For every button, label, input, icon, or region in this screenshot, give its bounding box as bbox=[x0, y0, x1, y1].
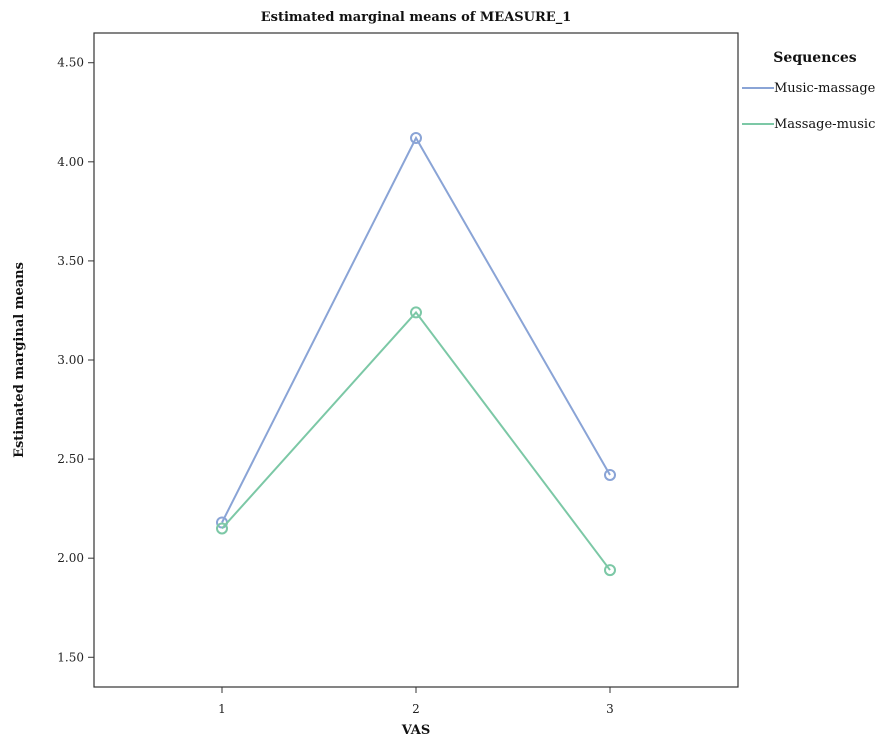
x-axis-label: VAS bbox=[401, 723, 431, 738]
y-tick-label: 4.00 bbox=[57, 155, 84, 169]
data-point bbox=[604, 468, 616, 481]
y-tick-label: 2.00 bbox=[57, 551, 84, 565]
legend: Music-massage Massage-music bbox=[742, 81, 876, 132]
legend-entry: Massage-music bbox=[774, 117, 875, 132]
chart-title: Estimated marginal means of MEASURE_1 bbox=[261, 10, 572, 25]
y-tick-label: 2.50 bbox=[57, 452, 84, 466]
y-tick-label: 3.00 bbox=[57, 353, 84, 367]
y-tick-label: 4.50 bbox=[57, 56, 84, 70]
legend-entry: Music-massage bbox=[774, 81, 876, 96]
y-axis: 1.50 2.00 2.50 3.00 3.50 4.00 4.50 bbox=[57, 56, 94, 664]
y-tick-label: 1.50 bbox=[57, 650, 84, 664]
x-tick-label: 2 bbox=[412, 702, 420, 716]
y-tick-label: 3.50 bbox=[57, 254, 84, 268]
plot-frame bbox=[93, 32, 739, 688]
y-axis-label: Estimated marginal means bbox=[12, 262, 27, 458]
series-line-2 bbox=[221, 310, 611, 571]
x-tick-label: 1 bbox=[218, 702, 226, 716]
x-tick-label: 3 bbox=[606, 702, 614, 716]
series-line-1 bbox=[221, 135, 611, 523]
x-axis: 1 2 3 bbox=[218, 687, 614, 716]
data-point bbox=[410, 306, 422, 319]
data-point bbox=[604, 564, 616, 577]
data-point bbox=[410, 132, 422, 145]
data-point bbox=[216, 522, 228, 535]
series-layer bbox=[216, 132, 616, 577]
legend-title: Sequences bbox=[773, 50, 857, 66]
